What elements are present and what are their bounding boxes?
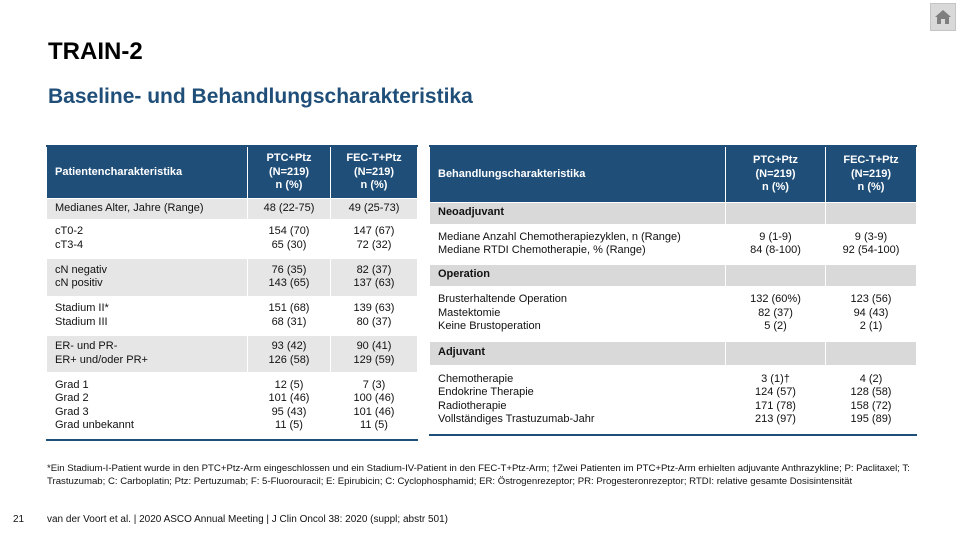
citation: van der Voort et al. | 2020 ASCO Annual … <box>47 514 448 525</box>
row-value-ptc: 76 (35) 143 (65) <box>247 257 331 297</box>
table-header-row: Patientencharakteristika PTC+Ptz (N=219)… <box>46 145 418 199</box>
slide-subtitle: Baseline- und Behandlungscharakteristika <box>48 85 473 108</box>
row-value-ptc: 93 (42) 126 (58) <box>247 334 331 373</box>
row-label: Stadium II* Stadium III <box>46 295 248 336</box>
table-row: Chemotherapie Endokrine Therapie Radioth… <box>429 364 917 436</box>
section-title: Adjuvant <box>429 340 726 366</box>
row-value-ptc: 132 (60%) 82 (37) 5 (2) <box>725 285 826 342</box>
table-row: cN negativ cN positiv 76 (35) 143 (65) 8… <box>46 257 418 297</box>
row-value-fec: 123 (56) 94 (43) 2 (1) <box>825 285 917 342</box>
table-row: Medianes Alter, Jahre (Range) 48 (22-75)… <box>46 197 418 220</box>
table-row: ER- und PR- ER+ und/oder PR+ 93 (42) 126… <box>46 334 418 373</box>
table-row: Stadium II* Stadium III 151 (68) 68 (31)… <box>46 295 418 336</box>
patient-characteristics-table: Patientencharakteristika PTC+Ptz (N=219)… <box>46 145 418 441</box>
row-label: Brusterhaltende Operation Mastektomie Ke… <box>429 285 726 342</box>
table-row: Brusterhaltende Operation Mastektomie Ke… <box>429 285 917 342</box>
row-value-ptc: 9 (1-9) 84 (8-100) <box>725 223 826 265</box>
row-value-fec: 139 (63) 80 (37) <box>330 295 418 336</box>
section-title: Operation <box>429 263 726 287</box>
row-value-ptc: 154 (70) 65 (30) <box>247 218 331 259</box>
row-label: cT0-2 cT3-4 <box>46 218 248 259</box>
row-value-fec: 4 (2) 128 (58) 158 (72) 195 (89) <box>825 364 917 436</box>
row-value-ptc: 48 (22-75) <box>247 197 331 220</box>
row-label: Medianes Alter, Jahre (Range) <box>46 197 248 220</box>
row-value-fec: 147 (67) 72 (32) <box>330 218 418 259</box>
row-label: Chemotherapie Endokrine Therapie Radioth… <box>429 364 726 436</box>
treatment-characteristics-table: Behandlungscharakteristika PTC+Ptz (N=21… <box>429 145 917 436</box>
row-label: cN negativ cN positiv <box>46 257 248 297</box>
header-fec-t-ptz: FEC-T+Ptz (N=219) n (%) <box>825 145 917 203</box>
row-value-fec: 90 (41) 129 (59) <box>330 334 418 373</box>
section-title: Neoadjuvant <box>429 201 726 225</box>
row-value-ptc: 151 (68) 68 (31) <box>247 295 331 336</box>
table-header-row: Behandlungscharakteristika PTC+Ptz (N=21… <box>429 145 917 203</box>
section-row-adjuvant: Adjuvant <box>429 340 917 366</box>
section-row-operation: Operation <box>429 263 917 287</box>
home-icon <box>935 10 951 24</box>
header-ptc-ptz: PTC+Ptz (N=219) n (%) <box>725 145 826 203</box>
row-label: Grad 1 Grad 2 Grad 3 Grad unbekannt <box>46 371 248 441</box>
row-value-fec: 9 (3-9) 92 (54-100) <box>825 223 917 265</box>
section-row-neoadjuvant: Neoadjuvant <box>429 201 917 225</box>
footnote: *Ein Stadium-I-Patient wurde in den PTC+… <box>47 463 910 487</box>
home-button[interactable] <box>930 3 956 31</box>
row-value-fec: 82 (37) 137 (63) <box>330 257 418 297</box>
table-row: cT0-2 cT3-4 154 (70) 65 (30) 147 (67) 72… <box>46 218 418 259</box>
row-label: Mediane Anzahl Chemotherapiezyklen, n (R… <box>429 223 726 265</box>
page-number: 21 <box>13 514 25 525</box>
row-value-ptc: 12 (5) 101 (46) 95 (43) 11 (5) <box>247 371 331 441</box>
row-value-fec: 7 (3) 100 (46) 101 (46) 11 (5) <box>330 371 418 441</box>
table-row: Grad 1 Grad 2 Grad 3 Grad unbekannt 12 (… <box>46 371 418 441</box>
row-value-ptc: 3 (1)† 124 (57) 171 (78) 213 (97) <box>725 364 826 436</box>
row-value-fec: 49 (25-73) <box>330 197 418 220</box>
header-patient-characteristics: Patientencharakteristika <box>46 145 248 199</box>
slide-title: TRAIN-2 <box>48 38 143 65</box>
header-ptc-ptz: PTC+Ptz (N=219) n (%) <box>247 145 331 199</box>
row-label: ER- und PR- ER+ und/oder PR+ <box>46 334 248 373</box>
table-row: Mediane Anzahl Chemotherapiezyklen, n (R… <box>429 223 917 265</box>
header-treatment-characteristics: Behandlungscharakteristika <box>429 145 726 203</box>
header-fec-t-ptz: FEC-T+Ptz (N=219) n (%) <box>330 145 418 199</box>
